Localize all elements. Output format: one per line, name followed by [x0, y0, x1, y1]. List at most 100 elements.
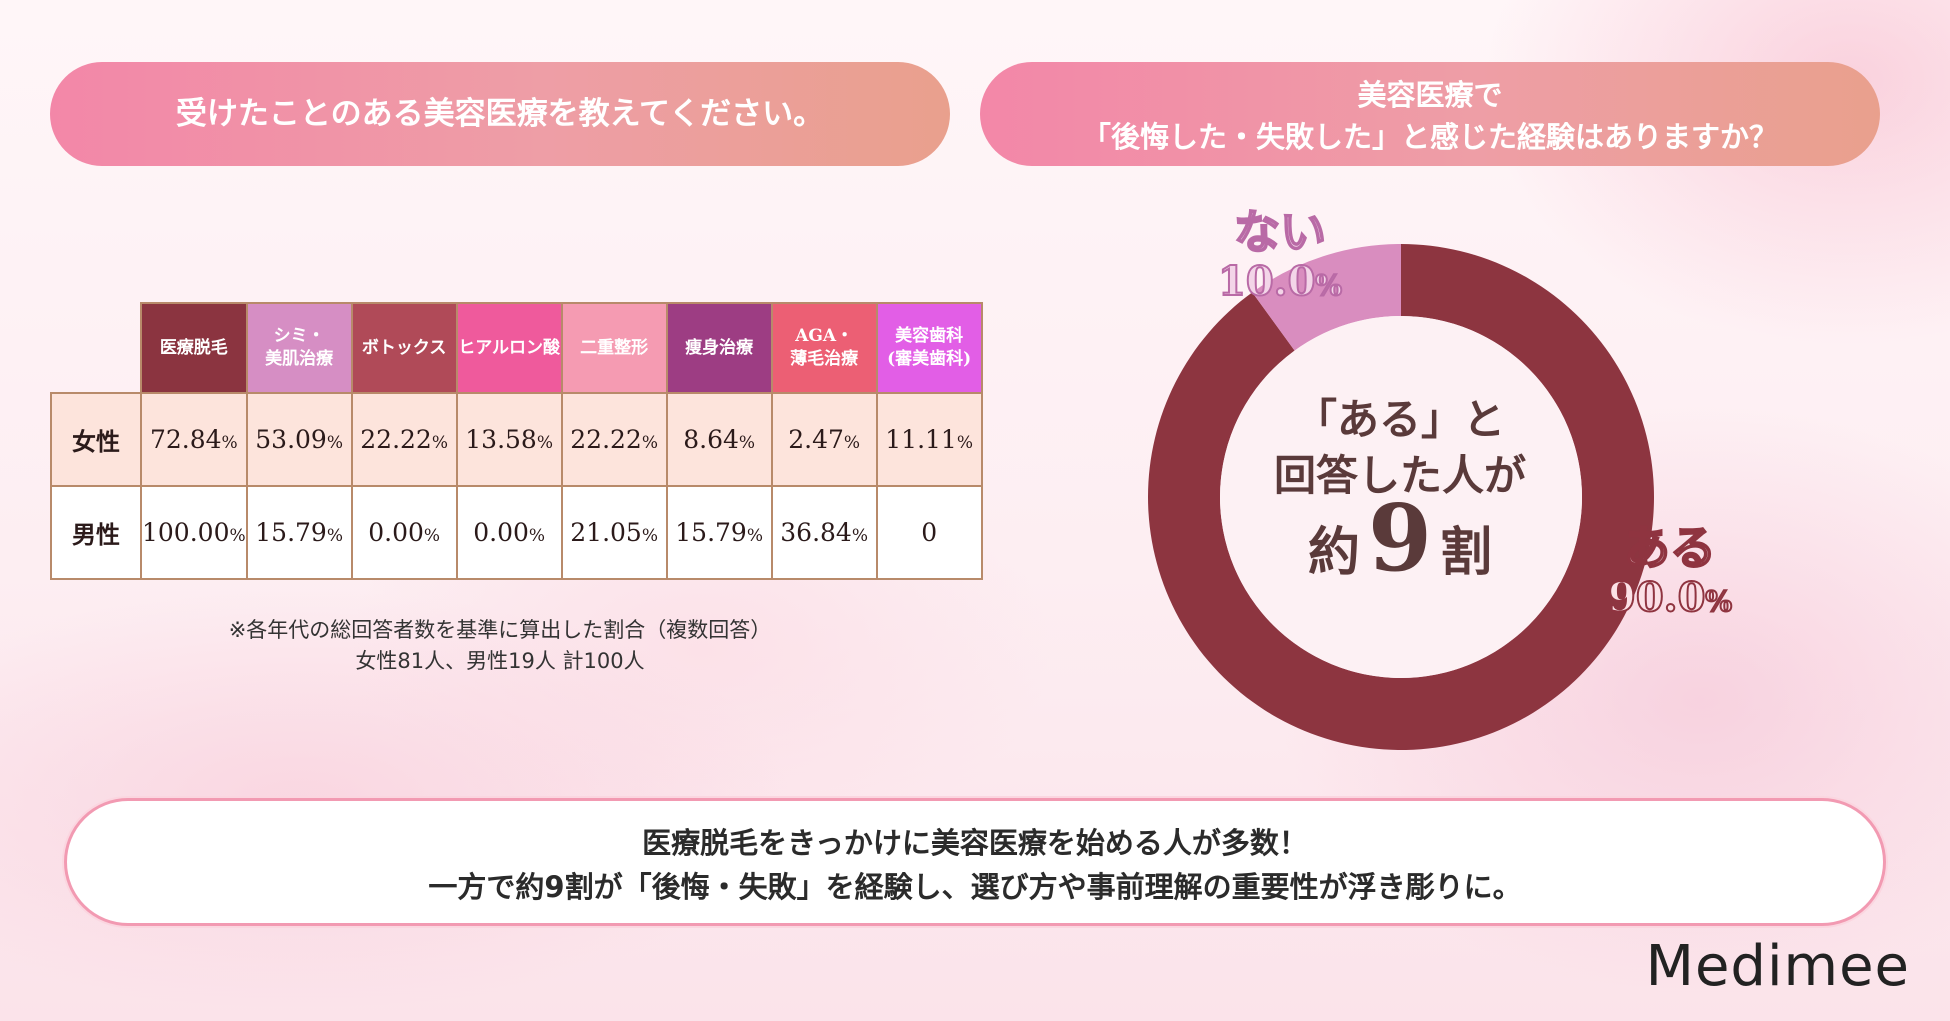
column-header: ボトックス	[350, 302, 458, 394]
cell-value: 0.00	[368, 518, 424, 547]
cell-value: 15.79	[675, 518, 747, 547]
callout-nai-label: ない	[1233, 205, 1327, 259]
table-cell: 11.11%	[875, 392, 983, 487]
column-label: 美容歯科	[895, 326, 964, 346]
table-cell: 100.00%	[140, 485, 248, 580]
column-header: シミ・ 美肌治療	[245, 302, 353, 394]
table-cell: 22.22%	[560, 392, 668, 487]
callout-aru-unit: %	[1704, 584, 1733, 619]
callout-nai: ない 10.0%	[1200, 205, 1360, 310]
right-title-line1: 美容医療で	[1357, 78, 1503, 112]
cell-value: 0.00	[473, 518, 529, 547]
cell-value: 0	[921, 518, 938, 547]
cell-unit: %	[229, 526, 246, 546]
cell-value: 15.79	[255, 518, 327, 547]
center-line1: 「ある」と	[1294, 395, 1505, 444]
note-line2: 女性81人、男性19人 計100人	[355, 649, 645, 673]
left-title: 受けたことのある美容医療を教えてください。	[50, 62, 950, 166]
cell-unit: %	[431, 433, 448, 453]
medimee-logo: Medimee	[1645, 934, 1910, 999]
cell-value: 100.00	[142, 518, 230, 547]
right-title: 美容医療で 「後悔した・失敗した」と感じた経験はありますか？	[980, 62, 1880, 166]
cell-value: 2.47	[788, 425, 844, 454]
table-cell: 53.09%	[245, 392, 353, 487]
callout-aru-value: 90.0%	[1590, 573, 1750, 626]
callout-aru-number: 90.0	[1607, 573, 1706, 622]
callout-nai-value: 10.0%	[1200, 257, 1360, 310]
donut-hole	[1220, 316, 1582, 678]
treatment-table: 医療脱毛 シミ・美肌治療 ボトックス ヒアルロン酸 二重整形 痩身治療 AGA・…	[50, 302, 983, 580]
column-label: 二重整形	[580, 337, 649, 358]
table-cell: 72.84%	[140, 392, 248, 487]
table-cell: 15.79%	[665, 485, 773, 580]
center-number: 9	[1367, 484, 1432, 592]
column-label: 薄毛治療	[790, 349, 859, 369]
cell-unit: %	[851, 526, 868, 546]
cell-value: 22.22	[570, 425, 642, 454]
summary-line2: 一方で約9割が「後悔・失敗」を経験し、選び方や事前理解の重要性が浮き彫りに。	[428, 870, 1522, 904]
cell-value: 36.84	[780, 518, 852, 547]
table-cell: 0.00%	[350, 485, 458, 580]
table-header-row: 医療脱毛 シミ・美肌治療 ボトックス ヒアルロン酸 二重整形 痩身治療 AGA・…	[51, 302, 983, 394]
left-title-text: 受けたことのある美容医療を教えてください。	[175, 96, 825, 132]
table-cell: 22.22%	[350, 392, 458, 487]
column-label: (審美歯科)	[887, 349, 972, 369]
cell-unit: %	[641, 526, 658, 546]
cell-value: 21.05	[570, 518, 642, 547]
table-cell: 2.47%	[770, 392, 878, 487]
center-prefix: 約	[1307, 522, 1360, 583]
cell-value: 72.84	[149, 425, 222, 454]
column-header: 二重整形	[560, 302, 668, 394]
table-cell: 0	[875, 485, 983, 580]
table-cell: 8.64%	[665, 392, 773, 487]
column-label: 痩身治療	[685, 337, 754, 358]
center-suffix: 割	[1440, 522, 1493, 583]
table-cell: 0.00%	[455, 485, 563, 580]
table-row-male: 男性 100.00% 15.79% 0.00% 0.00% 21.05% 15.…	[50, 485, 983, 580]
table-cell: 13.58%	[455, 392, 563, 487]
column-label: シミ・	[273, 326, 325, 346]
column-label: AGA・	[795, 326, 854, 346]
table-cell: 21.05%	[560, 485, 668, 580]
callout-nai-number: 10.0	[1217, 257, 1316, 306]
cell-unit: %	[326, 433, 343, 453]
cell-unit: %	[221, 433, 238, 453]
center-line3: 約9 割	[1200, 492, 1600, 584]
row-label: 女性	[50, 392, 142, 487]
summary-line1: 医療脱毛をきっかけに美容医療を始める人が多数！	[642, 826, 1308, 860]
callout-aru: ある 90.0%	[1590, 521, 1750, 626]
cell-unit: %	[956, 433, 973, 453]
donut-center-text: 「ある」と 回答した人が 約9 割	[1200, 392, 1600, 584]
column-label: ヒアルロン酸	[458, 337, 561, 358]
cell-value: 8.64	[683, 425, 739, 454]
cell-value: 53.09	[255, 425, 327, 454]
column-label: ボトックス	[361, 337, 447, 358]
cell-value: 22.22	[360, 425, 432, 454]
column-label: 医療脱毛	[159, 337, 228, 358]
column-header: 医療脱毛	[140, 302, 248, 394]
cell-unit: %	[738, 433, 756, 453]
column-header: ヒアルロン酸	[455, 302, 563, 394]
table-row-female: 女性 72.84% 53.09% 22.22% 13.58% 22.22% 8.…	[50, 392, 983, 487]
summary-box: 医療脱毛をきっかけに美容医療を始める人が多数！ 一方で約9割が「後悔・失敗」を経…	[64, 798, 1886, 926]
callout-aru-label: ある	[1623, 521, 1717, 575]
cell-unit: %	[536, 433, 553, 453]
callout-nai-unit: %	[1314, 268, 1343, 303]
cell-unit: %	[423, 526, 441, 546]
center-line2: 回答した人が	[1273, 451, 1526, 500]
donut-slice-nai	[1252, 244, 1401, 351]
note-line1: ※各年代の総回答者数を基準に算出した割合（複数回答）	[228, 618, 772, 642]
table-cell: 36.84%	[770, 485, 878, 580]
column-header: 美容歯科 (審美歯科)	[875, 302, 983, 394]
cell-unit: %	[326, 526, 343, 546]
cell-value: 13.58	[465, 425, 537, 454]
column-header: 痩身治療	[665, 302, 773, 394]
cell-value: 11.11	[885, 425, 957, 454]
cell-unit: %	[746, 526, 763, 546]
cell-unit: %	[641, 433, 658, 453]
table-cell: 15.79%	[245, 485, 353, 580]
column-label: 美肌治療	[265, 349, 334, 369]
right-title-line2: 「後悔した・失敗した」と感じた経験はありますか？	[1081, 120, 1778, 154]
cell-unit: %	[843, 433, 861, 453]
